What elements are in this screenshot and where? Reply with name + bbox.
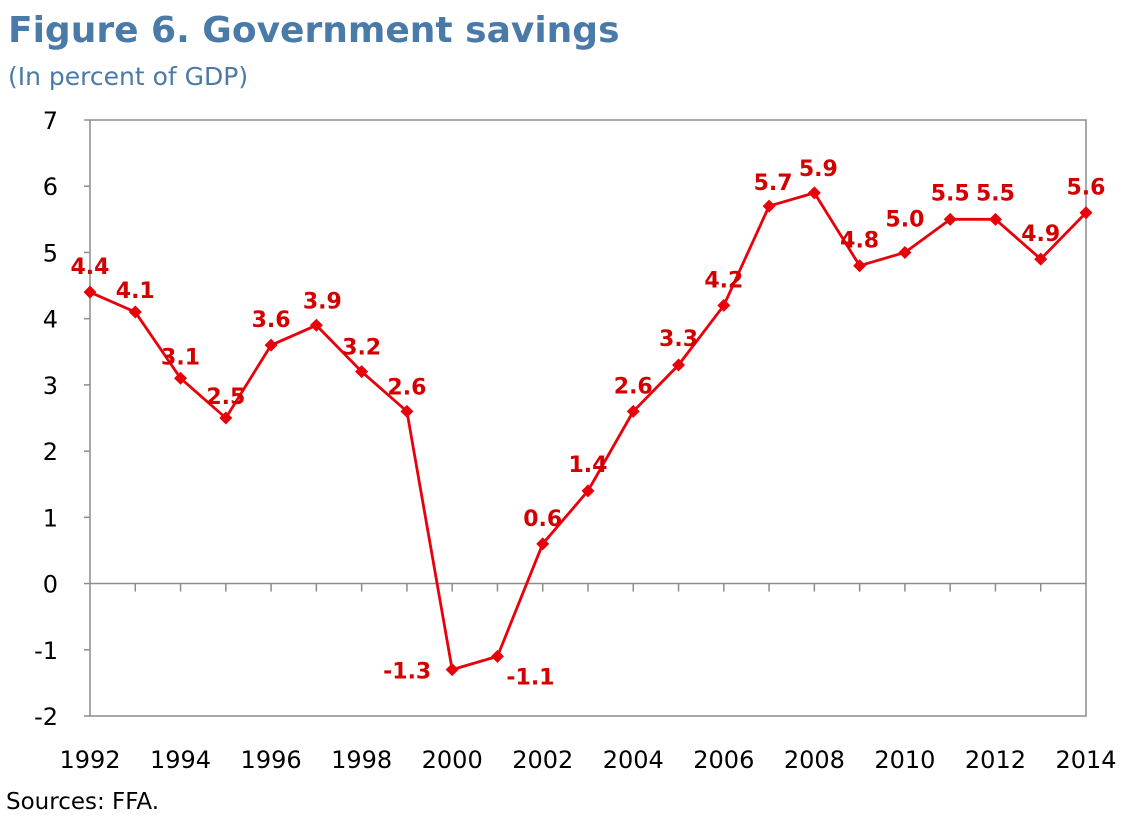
data-label: 3.3 — [659, 327, 698, 352]
data-label: 3.2 — [342, 336, 381, 361]
data-point-marker — [83, 285, 97, 299]
data-label: 5.9 — [799, 157, 838, 182]
data-point-marker — [988, 212, 1002, 226]
y-tick-label: 7 — [43, 107, 58, 135]
x-tick-label: 2002 — [512, 746, 573, 774]
data-label: 5.5 — [976, 181, 1015, 206]
series-line — [89, 191, 1088, 672]
data-label: 4.9 — [1021, 222, 1060, 247]
data-label: 0.6 — [523, 507, 562, 532]
data-point-marker — [581, 484, 595, 498]
data-point-marker — [762, 199, 776, 213]
data-label: 3.9 — [303, 289, 342, 314]
data-point-marker — [853, 259, 867, 273]
data-label: 1.4 — [569, 453, 608, 478]
data-point-marker — [898, 245, 912, 259]
plot-frame — [89, 119, 1087, 717]
x-tick-label: 1994 — [150, 746, 211, 774]
y-tick-label: -2 — [34, 703, 58, 731]
data-point-marker — [174, 371, 188, 385]
y-tick-label: 6 — [43, 173, 58, 201]
x-tick-label: 2000 — [422, 746, 483, 774]
y-tick-label: 4 — [43, 306, 58, 334]
x-tick-label: 1998 — [331, 746, 392, 774]
x-tick-label: 2008 — [784, 746, 845, 774]
data-label: 2.5 — [206, 385, 245, 410]
y-tick-label: -1 — [34, 637, 58, 665]
y-tick-label: 2 — [43, 438, 58, 466]
x-tick-label: 1992 — [59, 746, 120, 774]
data-point-marker — [445, 663, 459, 677]
x-tick-label: 2006 — [693, 746, 754, 774]
data-label: 2.6 — [387, 375, 426, 400]
data-label: 4.8 — [840, 229, 879, 254]
x-tick-label: 2004 — [603, 746, 664, 774]
source-note: Sources: FFA. — [6, 789, 160, 815]
data-point-marker — [807, 186, 821, 200]
data-label: 3.1 — [161, 345, 200, 370]
data-point-marker — [1034, 252, 1048, 266]
data-point-marker — [355, 365, 369, 379]
data-label: 5.7 — [754, 171, 793, 196]
data-point-marker — [1079, 206, 1093, 220]
data-label: 4.4 — [71, 255, 110, 280]
data-label: 2.6 — [614, 374, 653, 399]
x-tick-label: 2010 — [874, 746, 935, 774]
y-tick-label: 1 — [43, 504, 58, 532]
chart-title: Figure 6. Government savings — [8, 10, 620, 51]
y-tick-label: 3 — [43, 372, 58, 400]
data-point-marker — [536, 537, 550, 551]
data-label: -1.3 — [383, 660, 431, 685]
x-tick-label: 2012 — [965, 746, 1026, 774]
data-label: 5.0 — [885, 207, 924, 232]
data-label: 4.1 — [116, 279, 155, 304]
data-point-marker — [943, 212, 957, 226]
data-point-marker — [219, 411, 233, 425]
data-point-marker — [626, 404, 640, 418]
data-label: 5.5 — [931, 181, 970, 206]
data-point-marker — [490, 649, 504, 663]
data-point-marker — [717, 298, 731, 312]
data-point-marker — [672, 358, 686, 372]
data-label: -1.1 — [506, 665, 554, 690]
x-tick-label: 1996 — [241, 746, 302, 774]
data-point-marker — [309, 318, 323, 332]
data-label: 4.2 — [704, 268, 743, 293]
data-point-marker — [128, 305, 142, 319]
y-tick-label: 0 — [43, 571, 58, 599]
data-point-marker — [264, 338, 278, 352]
data-label: 3.6 — [252, 308, 291, 333]
y-tick-label: 5 — [43, 239, 58, 267]
data-label: 5.6 — [1067, 176, 1106, 201]
data-point-marker — [400, 404, 414, 418]
x-tick-label: 2014 — [1055, 746, 1116, 774]
chart-subtitle: (In percent of GDP) — [8, 62, 249, 91]
